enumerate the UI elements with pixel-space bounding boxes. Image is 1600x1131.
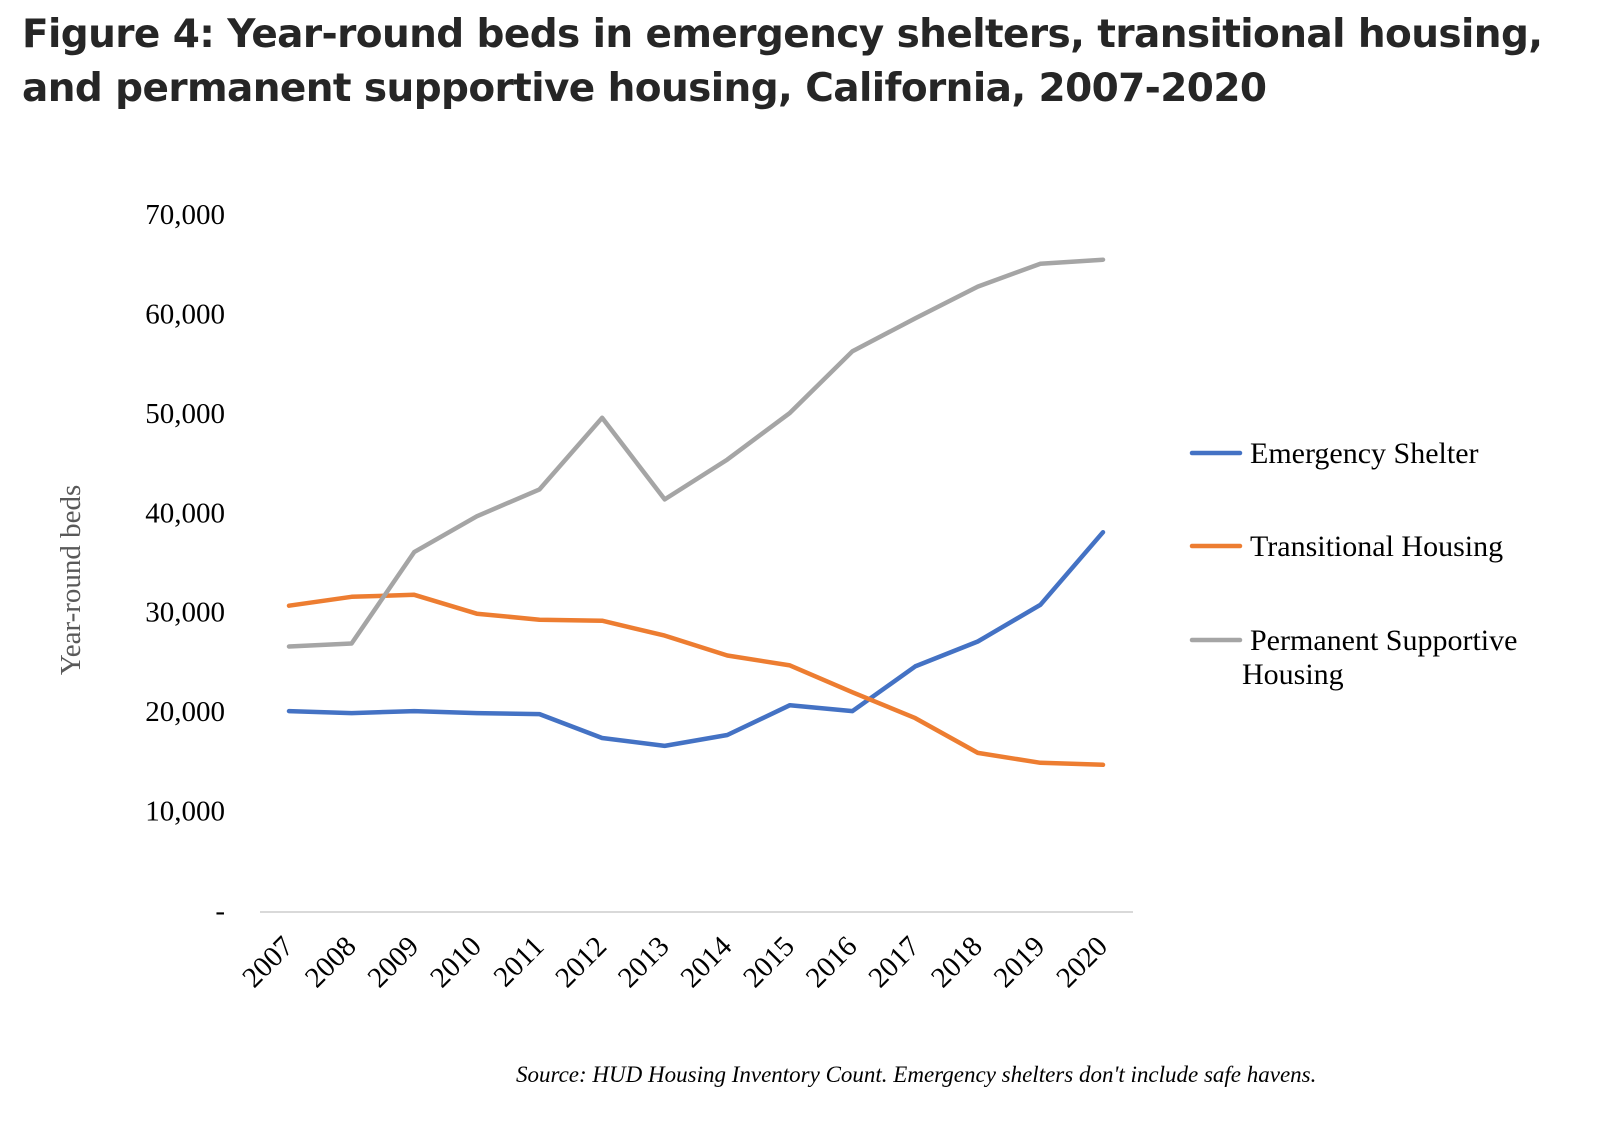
x-tick-label: 2010 [424,930,488,994]
legend-label: Housing [1242,658,1344,691]
source-note: Source: HUD Housing Inventory Count. Eme… [516,1062,1317,1087]
y-tick-label: 70,000 [145,199,225,231]
x-tick-label: 2014 [675,930,739,994]
y-tick-label: 30,000 [145,597,225,629]
y-tick-label: 40,000 [145,497,225,529]
x-tick-label: 2017 [862,930,926,994]
legend-label: Transitional Housing [1250,530,1503,563]
legend-item-transitional-housing: Transitional Housing [1189,530,1503,563]
figure-title: Figure 4: Year-round beds in emergency s… [22,12,1543,111]
y-axis-ticks: - 10,000 20,000 30,000 40,000 50,000 60,000 70,… [145,199,225,927]
y-tick-label: 50,000 [145,398,225,430]
series-line-permanent-supportive-housing [286,257,1106,649]
series-lines [286,257,1106,768]
x-tick-label: 2013 [612,930,676,994]
x-tick-label: 2015 [737,930,801,994]
series-line-transitional-housing [286,592,1106,768]
x-tick-label: 2008 [299,930,363,994]
x-tick-label: 2020 [1050,930,1114,994]
y-tick-label: 20,000 [145,696,225,728]
series-line-emergency-shelter [286,529,1106,749]
x-tick-label: 2007 [236,930,300,994]
legend-item-emergency-shelter: Emergency Shelter [1189,437,1479,470]
x-tick-label: 2012 [549,930,613,994]
y-axis-title: Year-round beds [55,485,87,676]
x-tick-label: 2016 [800,930,864,994]
x-tick-label: 2018 [925,930,989,994]
y-tick-label: 60,000 [145,298,225,330]
x-tick-label: 2011 [488,930,551,993]
legend-label: Emergency Shelter [1250,437,1479,470]
x-tick-label: 2019 [988,930,1052,994]
x-tick-label: 2009 [362,930,426,994]
y-tick-label: 10,000 [145,796,225,828]
y-tick-label: - [215,895,225,927]
legend-label: Permanent Supportive [1250,624,1517,657]
legend: Emergency Shelter Transitional Housing Per… [1189,437,1517,691]
